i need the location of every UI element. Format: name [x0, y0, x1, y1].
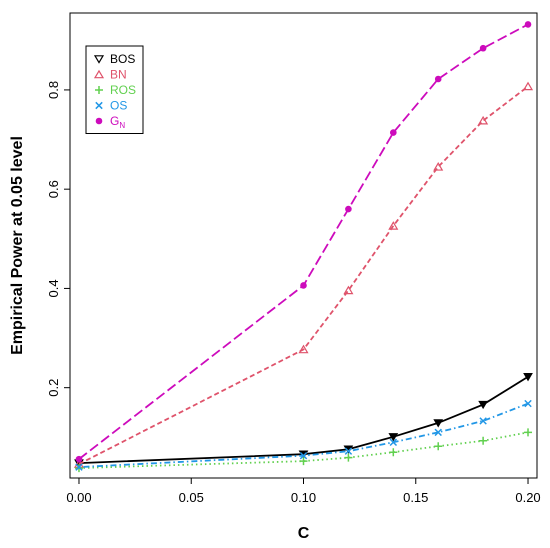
series-layer [73, 21, 534, 473]
data-point [433, 162, 444, 171]
data-point [388, 221, 399, 230]
data-point [524, 428, 533, 437]
legend-label-text: BOS [110, 52, 135, 66]
y-tick-label: 0.6 [46, 180, 61, 198]
x-axis-title: C [298, 525, 310, 542]
data-point [298, 344, 309, 354]
legend-label-subscript: N [119, 121, 125, 130]
series-line [78, 85, 529, 465]
x-tick-label: 0.10 [291, 490, 316, 505]
legend-label-text: ROS [110, 83, 136, 97]
legend-marker [95, 86, 103, 94]
data-point [478, 400, 488, 410]
data-point [524, 21, 532, 28]
legend-marker [95, 101, 103, 110]
data-point [345, 205, 352, 213]
data-point [522, 81, 534, 91]
data-point [524, 399, 532, 408]
data-point [344, 453, 353, 462]
y-axis: 0.2 0.4 0.6 0.8 [46, 81, 70, 397]
legend-label: BOS [110, 52, 135, 66]
data-point [478, 115, 489, 125]
series-g [75, 21, 532, 463]
x-tick-label: 0.15 [403, 490, 428, 505]
y-tick-label: 0.8 [46, 81, 61, 99]
data-point [75, 455, 83, 463]
series-line [78, 375, 529, 465]
series-os [75, 399, 532, 471]
data-point [434, 442, 443, 451]
data-point [523, 373, 533, 382]
data-point [388, 433, 399, 442]
data-point [343, 285, 354, 295]
legend-marker [93, 69, 105, 79]
x-tick-label: 0.00 [66, 490, 91, 505]
data-point [299, 451, 308, 460]
legend-label-text: G [110, 114, 119, 128]
y-tick-label: 0.2 [46, 379, 61, 397]
data-point [75, 463, 83, 471]
legend-label-text: BN [110, 68, 127, 82]
data-point [300, 282, 307, 289]
legend-label: BN [110, 68, 127, 82]
y-axis-title: Empirical Power at 0.05 level [9, 136, 26, 355]
series-bn [73, 81, 534, 468]
data-point [479, 44, 487, 52]
series-ros [74, 428, 533, 473]
x-tick-label: 0.20 [515, 490, 540, 505]
series-bos [74, 373, 533, 468]
legend-marker [93, 55, 105, 64]
series-line [78, 23, 529, 460]
legend-label-text: OS [110, 99, 127, 113]
x-tick-label: 0.05 [179, 490, 204, 505]
data-point [389, 438, 398, 446]
legend-marker [95, 117, 103, 125]
data-point [479, 417, 487, 425]
legend-label: ROS [110, 83, 136, 97]
data-point [434, 75, 442, 83]
data-point [434, 428, 442, 437]
data-point [433, 419, 444, 428]
x-axis: 0.00 0.05 0.10 0.15 0.20 [66, 478, 541, 505]
data-point [389, 448, 398, 457]
data-point [299, 457, 308, 466]
legend-label: OS [110, 99, 127, 113]
legend-label: GN [110, 114, 125, 130]
data-point [390, 129, 397, 136]
data-point [479, 436, 488, 445]
y-tick-label: 0.4 [46, 279, 61, 297]
data-point [344, 447, 353, 455]
